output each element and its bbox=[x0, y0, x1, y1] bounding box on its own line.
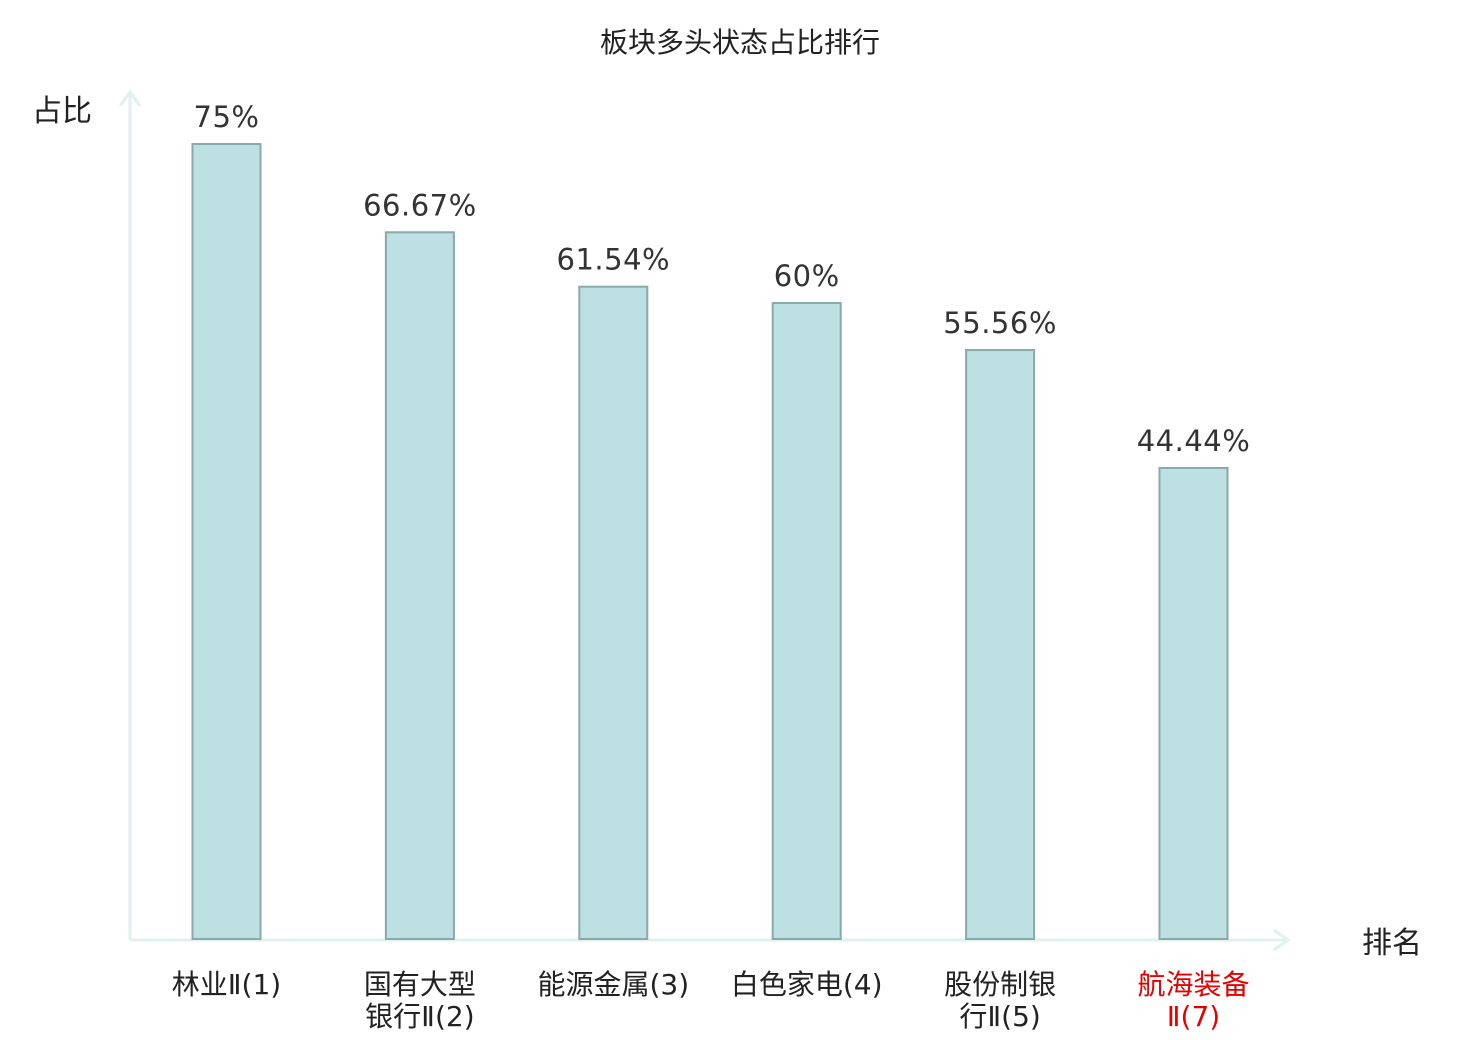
bars-group bbox=[191, 143, 1229, 941]
category-label-3-line-1: 能源金属(3) bbox=[537, 968, 689, 1001]
bar-5 bbox=[965, 349, 1036, 940]
chart-title: 板块多头状态占比排行 bbox=[600, 26, 880, 59]
value-label-4: 60% bbox=[774, 259, 840, 293]
value-label-2: 66.67% bbox=[363, 188, 477, 222]
category-label-2-line-1: 国有大型 bbox=[364, 968, 476, 1001]
category-label-6-line-1: 航海装备 bbox=[1137, 968, 1249, 1001]
category-label-6-line-2: Ⅱ(7) bbox=[1167, 1000, 1220, 1033]
category-label-5-line-2: 行Ⅱ(5) bbox=[959, 1000, 1040, 1033]
y-axis-label: 占比 bbox=[32, 94, 92, 129]
value-label-1: 75% bbox=[194, 100, 260, 134]
category-label-1-line-1: 林业Ⅱ(1) bbox=[172, 968, 281, 1001]
value-label-5: 55.56% bbox=[943, 306, 1057, 340]
category-label-2-line-2: 银行Ⅱ(2) bbox=[365, 1000, 474, 1033]
value-label-3: 61.54% bbox=[557, 243, 671, 277]
category-label-5-line-1: 股份制银 bbox=[944, 968, 1056, 1001]
bar-1 bbox=[191, 143, 262, 940]
value-label-6: 44.44% bbox=[1137, 424, 1251, 458]
value-labels-group: 75% 66.67% 61.54% 60% 55.56% 44.44% bbox=[194, 100, 1251, 458]
y-axis-arrow-icon bbox=[118, 89, 142, 107]
bar-2 bbox=[384, 231, 455, 941]
bar-6 bbox=[1158, 466, 1229, 940]
bar-4 bbox=[771, 302, 842, 940]
x-axis-arrow-icon bbox=[1273, 928, 1291, 952]
category-label-4-line-1: 白色家电(4) bbox=[731, 968, 883, 1001]
x-axis-label: 排名 bbox=[1362, 926, 1422, 961]
bar-3 bbox=[578, 285, 649, 940]
